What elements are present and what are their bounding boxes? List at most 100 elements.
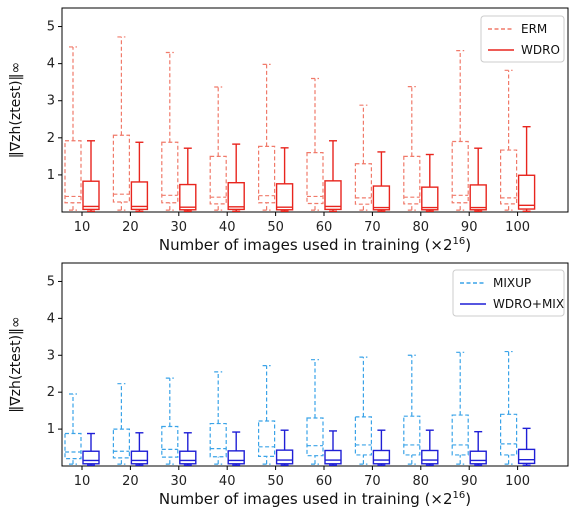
y-tick-label: 5 [47, 20, 55, 35]
box-body [161, 141, 179, 204]
box-body [500, 413, 518, 456]
box-mixup-20 [112, 383, 131, 465]
box-wdro-mix-30 [179, 432, 197, 466]
x-tick-label: 10 [74, 220, 91, 235]
box-body [209, 422, 227, 458]
box-erm-10 [64, 46, 82, 211]
x-tick-label: 70 [364, 220, 381, 235]
x-tick-label: 10 [74, 474, 91, 489]
box-wdro-mix-80 [421, 429, 439, 466]
x-tick-label: 90 [461, 220, 478, 235]
box-body [161, 425, 179, 458]
x-tick-label: 40 [219, 474, 236, 489]
box-wdro-80 [421, 153, 439, 212]
y-tick-label: 3 [47, 348, 55, 363]
box-body [421, 186, 439, 211]
box-body [130, 181, 149, 211]
x-tick-label: 70 [364, 474, 381, 489]
box-wdro-mix-20 [130, 432, 149, 466]
box-mixup-90 [451, 351, 469, 465]
x-tick-label: 60 [316, 474, 333, 489]
x-tick-label: 80 [413, 474, 430, 489]
box-mixup-60 [306, 359, 324, 465]
box-body [324, 449, 342, 465]
box-wdro-mix-60 [324, 430, 342, 466]
y-axis-label: ‖∇zh(ztest)‖∞ [8, 316, 24, 412]
box-body [372, 449, 391, 465]
legend-label: MIXUP [493, 276, 531, 290]
box-body [517, 174, 536, 210]
box-wdro-mix-90 [469, 430, 487, 466]
box-body [179, 450, 197, 465]
y-tick-label: 2 [47, 131, 55, 146]
box-body [227, 181, 245, 211]
box-erm-70 [354, 104, 372, 211]
box-erm-30 [161, 51, 179, 211]
legend: MIXUP WDRO+MIX [452, 269, 565, 317]
box-mixup-40 [209, 371, 227, 465]
box-body [469, 184, 487, 211]
box-wdro-20 [130, 141, 149, 212]
x-tick-label: 80 [413, 220, 430, 235]
y-tick-label: 5 [47, 274, 55, 289]
box-mixup-30 [161, 377, 179, 465]
box-erm-100 [500, 69, 518, 211]
box-mixup-50 [258, 365, 276, 465]
box-body [64, 432, 82, 460]
box-body [64, 140, 82, 204]
x-tick-label: 90 [461, 474, 478, 489]
box-body [403, 155, 421, 205]
box-wdro-mix-40 [227, 431, 245, 466]
box-body [451, 140, 469, 204]
y-tick-label: 2 [47, 385, 55, 400]
y-tick-label: 4 [47, 311, 55, 326]
box-wdro-70 [372, 151, 391, 212]
box-body [82, 180, 100, 211]
legend: ERM WDRO [480, 15, 565, 63]
x-tick-label: 100 [505, 474, 530, 489]
x-tick-label: 100 [505, 220, 530, 235]
x-tick-label: 20 [122, 220, 139, 235]
plot-frame [61, 262, 569, 467]
box-wdro-mix-50 [275, 429, 294, 466]
box-wdro-10 [82, 140, 100, 212]
x-tick-label: 50 [267, 220, 284, 235]
box-wdro-30 [179, 147, 197, 212]
box-body [275, 183, 294, 211]
box-erm-90 [451, 50, 469, 211]
box-body [258, 420, 276, 458]
x-axis-label: Number of images used in training (×216) [159, 490, 471, 508]
box-body [500, 149, 518, 205]
x-tick-label: 60 [316, 220, 333, 235]
box-mixup-80 [403, 354, 421, 465]
chart-panel-1: 1 2 3 4 5 10 20 30 40 50 60 70 80 90 100 Number of imag… [8, 7, 569, 254]
x-axis-label: Number of images used in training (×216) [159, 236, 471, 254]
x-tick-label: 20 [122, 474, 139, 489]
box-body [275, 449, 294, 465]
x-tick-label: 50 [267, 474, 284, 489]
y-tick-label: 4 [47, 57, 55, 72]
box-body [258, 145, 276, 204]
box-mixup-70 [354, 356, 372, 465]
box-mixup-10 [64, 393, 82, 465]
box-wdro-50 [275, 147, 294, 212]
box-body [82, 450, 100, 465]
x-tick-label: 30 [171, 220, 188, 235]
x-tick-label: 30 [171, 474, 188, 489]
box-body [354, 416, 372, 456]
box-body [306, 152, 324, 205]
box-body [112, 428, 131, 459]
legend-label: ERM [521, 22, 547, 36]
box-erm-40 [209, 86, 227, 211]
box-body [354, 163, 372, 205]
plot-frame [61, 7, 569, 213]
box-body [130, 450, 149, 465]
box-body [306, 417, 324, 457]
box-erm-80 [403, 86, 421, 211]
box-body [372, 185, 391, 211]
box-body [324, 180, 342, 211]
box-body [403, 415, 421, 456]
y-tick-label: 3 [47, 94, 55, 109]
x-tick-label: 40 [219, 220, 236, 235]
